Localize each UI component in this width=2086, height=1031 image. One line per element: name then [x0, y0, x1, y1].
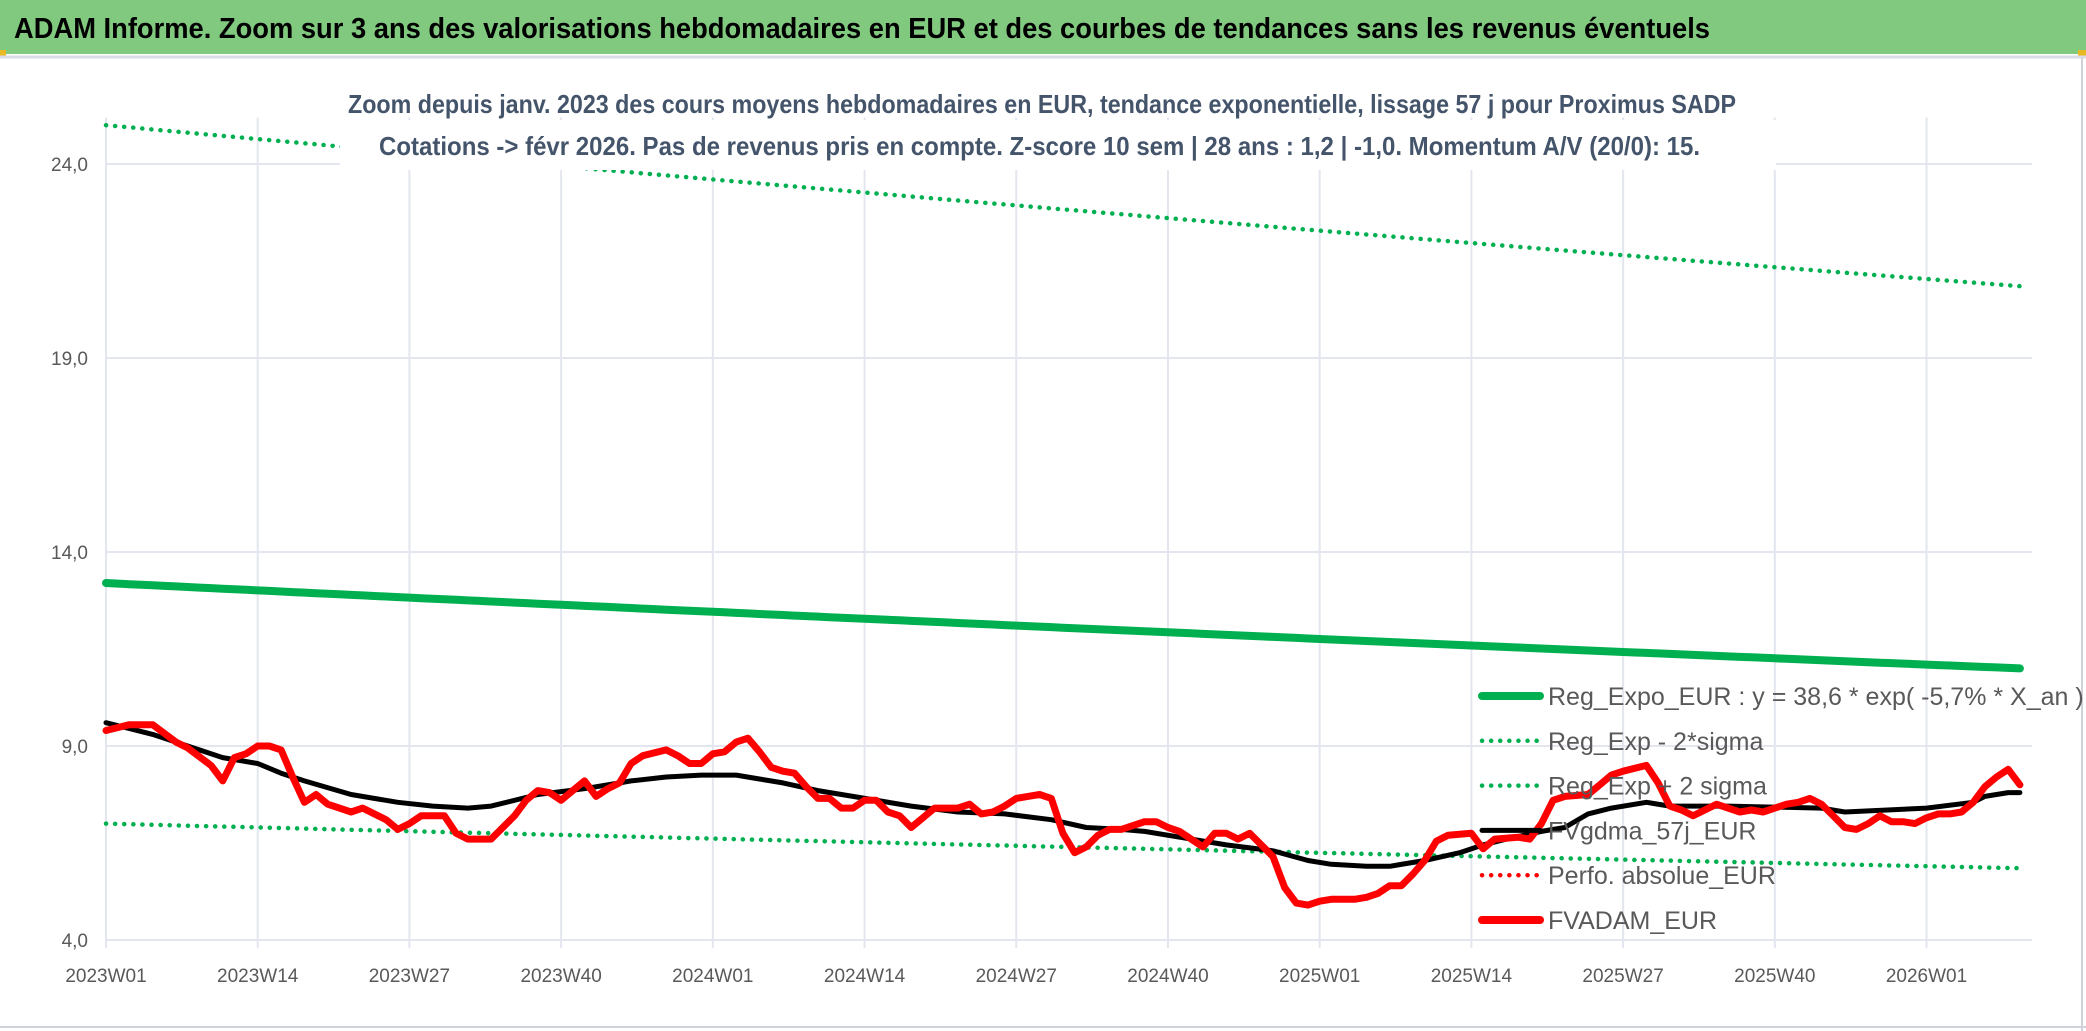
- x-tick-label: 2026W01: [1886, 966, 1967, 987]
- legend-label: Reg_Exp - 2*sigma: [1548, 728, 1763, 756]
- x-tick-label: 2024W40: [1127, 966, 1208, 987]
- x-tick-label: 2025W01: [1279, 966, 1360, 987]
- legend: Reg_Expo_EUR : y = 38,6 * exp( -5,7% * X…: [1478, 683, 2084, 935]
- legend-label: FVgdma_57j_EUR: [1548, 817, 1756, 845]
- legend-label: Perfo. absolue_EUR: [1548, 862, 1776, 890]
- series-line-reg-exp-2: [103, 821, 2023, 871]
- series-line-fvgdma-57j-eur: [103, 720, 2023, 869]
- header-handle-right: [2078, 50, 2086, 58]
- x-tick-label: 2025W40: [1734, 966, 1815, 987]
- x-tick-label: 2023W40: [520, 966, 601, 987]
- x-tick-label: 2023W14: [217, 966, 299, 987]
- y-tick-label: 24,0: [51, 155, 88, 176]
- series-line-reg-expo-eur: [102, 579, 2024, 673]
- chart-subtitle: Cotations -> févr 2026. Pas de revenus p…: [379, 131, 1700, 161]
- y-tick-label: 14,0: [51, 543, 88, 564]
- x-tick-label: 2025W27: [1582, 966, 1663, 987]
- x-axis: 2023W01 2023W14 2023W27 2023W40 2024W01 2024W…: [65, 966, 1967, 987]
- header-title: ADAM Informe. Zoom sur 3 ans des valoris…: [14, 13, 1710, 45]
- chart-title: Zoom depuis janv. 2023 des cours moyens …: [348, 89, 1736, 119]
- x-tick-label: 2023W27: [369, 966, 450, 987]
- x-tick-label: 2024W27: [976, 966, 1057, 987]
- x-tick-label: 2025W14: [1431, 966, 1513, 987]
- legend-label: Reg_Expo_EUR : y = 38,6 * exp( -5,7% * X…: [1548, 683, 2084, 711]
- header-bar: [0, 0, 2086, 54]
- y-tick-label: 19,0: [51, 349, 88, 370]
- header-handle-left: [0, 50, 6, 58]
- x-tick-label: 2023W01: [65, 966, 146, 987]
- subtitle-box: [340, 120, 1776, 170]
- x-tick-label: 2024W14: [824, 966, 906, 987]
- legend-label: Reg_Exp + 2 sigma: [1548, 773, 1767, 801]
- y-tick-label: 4,0: [62, 931, 88, 952]
- y-tick-label: 9,0: [62, 737, 88, 758]
- x-tick-label: 2024W01: [672, 966, 753, 987]
- y-axis: 4,0 9,0 14,0 19,0 24,0: [51, 155, 88, 952]
- legend-label: FVADAM_EUR: [1548, 907, 1717, 935]
- series-line-fvadam-eur: [102, 721, 2024, 909]
